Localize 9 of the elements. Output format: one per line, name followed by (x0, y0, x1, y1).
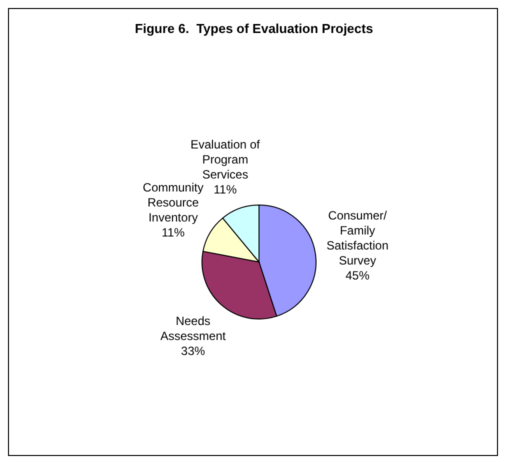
data-label: 33% (181, 344, 206, 358)
data-label: 11% (214, 182, 238, 197)
slice-label: Evaluation of Program Services (190, 138, 261, 182)
slice-label: Consumer/ Family Satisfaction Survey (326, 208, 389, 268)
slice-label: Community Resource Inventory (142, 180, 204, 225)
slice-label: Needs Assessment (160, 314, 226, 343)
data-label: 11% (162, 226, 186, 240)
data-label: 45% (346, 268, 370, 283)
chart-title: Figure 6. Types of Evaluation Projects (134, 21, 374, 36)
